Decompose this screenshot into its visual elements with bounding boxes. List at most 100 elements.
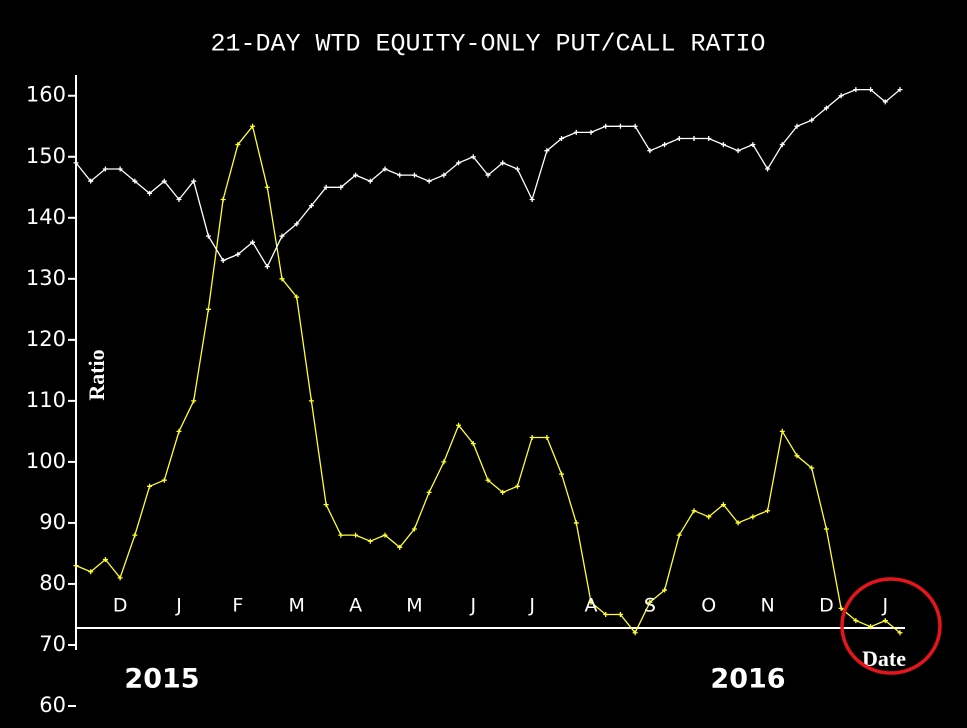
highlight-circle [840, 577, 942, 675]
data-point [485, 477, 491, 483]
chart-title: 21-DAY WTD EQUITY-ONLY PUT/CALL RATIO [210, 30, 765, 59]
data-point [529, 196, 535, 202]
data-point [617, 611, 623, 617]
data-point [132, 532, 138, 538]
y-tick-label: 150 [26, 144, 66, 168]
data-point [264, 264, 270, 270]
data-point [88, 178, 94, 184]
data-point [735, 520, 741, 526]
y-tick-label: 160 [26, 83, 66, 107]
data-point [765, 508, 771, 514]
data-point [323, 502, 329, 508]
data-point [176, 196, 182, 202]
data-point [662, 587, 668, 593]
data-point [779, 142, 785, 148]
x-tick-label: M [406, 595, 422, 617]
data-point [485, 172, 491, 178]
data-point [603, 123, 609, 129]
data-point [279, 233, 285, 239]
data-point [117, 166, 123, 172]
data-point [73, 160, 79, 166]
x-tick-label: A [585, 595, 598, 617]
data-point [691, 135, 697, 141]
data-point [500, 160, 506, 166]
data-point [191, 178, 197, 184]
data-point [853, 618, 859, 624]
data-point [691, 508, 697, 514]
data-point [470, 441, 476, 447]
data-point [588, 599, 594, 605]
data-point [161, 178, 167, 184]
data-point [868, 624, 874, 630]
data-point [411, 526, 417, 532]
x-tick-label: O [701, 595, 716, 617]
data-point [603, 611, 609, 617]
x-tick-label: J [528, 595, 535, 617]
x-tick-label: J [175, 595, 182, 617]
y-tick-label: 90 [39, 510, 66, 534]
data-point [323, 184, 329, 190]
data-point [250, 239, 256, 245]
data-point [353, 172, 359, 178]
year-label: 2016 [710, 664, 785, 695]
data-point [220, 196, 226, 202]
y-tick-label: 120 [26, 327, 66, 351]
data-point [720, 142, 726, 148]
data-point [441, 459, 447, 465]
data-point [794, 453, 800, 459]
data-point [367, 178, 373, 184]
data-point [559, 471, 565, 477]
data-point [676, 135, 682, 141]
x-tick-label: D [113, 595, 128, 617]
data-point [544, 434, 550, 440]
data-point [338, 532, 344, 538]
x-tick-label: J [469, 595, 476, 617]
data-point [397, 172, 403, 178]
data-point [573, 520, 579, 526]
data-point [338, 184, 344, 190]
data-point [235, 251, 241, 257]
data-point [632, 630, 638, 636]
data-point [514, 166, 520, 172]
data-point [868, 87, 874, 93]
data-point [544, 148, 550, 154]
data-point [441, 172, 447, 178]
x-tick-label: F [232, 595, 243, 617]
data-point [662, 142, 668, 148]
series-line [75, 88, 901, 268]
data-point [117, 575, 123, 581]
data-point [823, 105, 829, 111]
data-point [88, 569, 94, 575]
data-point [426, 489, 432, 495]
data-point [882, 618, 888, 624]
data-point [750, 514, 756, 520]
data-point [250, 123, 256, 129]
data-point [853, 87, 859, 93]
data-point [735, 148, 741, 154]
data-point [205, 306, 211, 312]
data-point [794, 123, 800, 129]
data-point [205, 233, 211, 239]
y-tick-label: 80 [39, 571, 66, 595]
x-tick-label: D [819, 595, 834, 617]
data-point [456, 422, 462, 428]
data-point [720, 502, 726, 508]
y-tick-label: 130 [26, 266, 66, 290]
y-tick-label: 70 [39, 632, 66, 656]
x-tick-label: S [644, 595, 656, 617]
data-point [102, 557, 108, 563]
data-point [176, 428, 182, 434]
data-point [353, 532, 359, 538]
data-point [779, 428, 785, 434]
x-tick-label: J [881, 595, 888, 617]
data-point [102, 166, 108, 172]
data-point [294, 221, 300, 227]
data-point [706, 514, 712, 520]
y-tick-label: 60 [39, 693, 66, 717]
data-point [514, 483, 520, 489]
data-point [676, 532, 682, 538]
data-point [823, 526, 829, 532]
data-point [470, 154, 476, 160]
